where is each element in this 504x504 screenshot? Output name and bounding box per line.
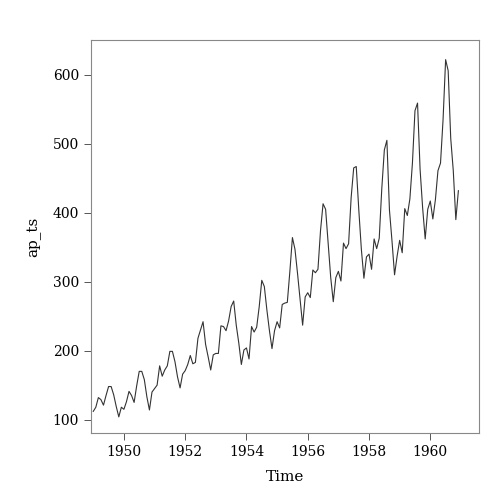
Y-axis label: ap_ts: ap_ts	[27, 217, 41, 257]
X-axis label: Time: Time	[266, 470, 304, 484]
